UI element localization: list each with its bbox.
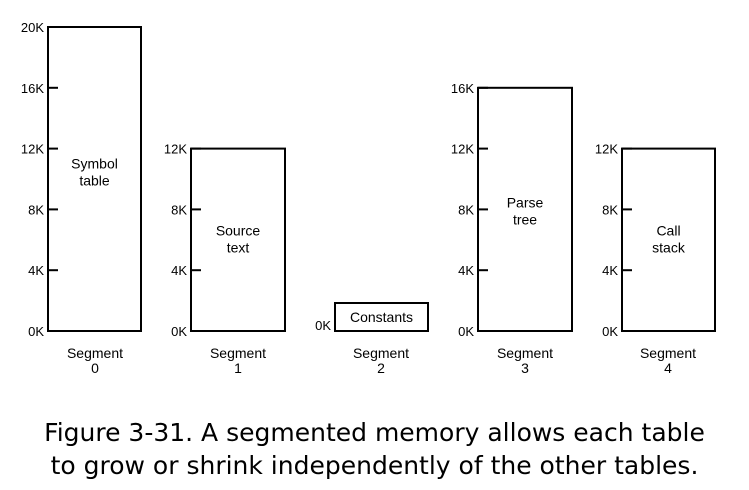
tick-label: 12K	[595, 142, 618, 157]
segment-content-label: table	[79, 173, 110, 189]
segment-name-label: 4	[664, 360, 672, 376]
segment-content-label: Call	[656, 223, 680, 239]
segment-name-label: Segment	[497, 345, 553, 361]
segment-content-label: Source	[216, 223, 261, 239]
segment-content-label: tree	[513, 212, 537, 228]
segment-name-label: 1	[234, 360, 242, 376]
tick-label: 12K	[451, 142, 474, 157]
tick-label: 0K	[602, 324, 618, 339]
tick-label: 12K	[21, 142, 44, 157]
segment-box-4	[621, 147, 716, 332]
segment-content-label: Parse	[507, 195, 544, 211]
tick-label: 16K	[451, 81, 474, 96]
segment-name-label: Segment	[210, 345, 266, 361]
tick-label: 4K	[28, 263, 44, 278]
tick-label: 8K	[602, 202, 618, 217]
segment-content-label: Constants	[350, 309, 413, 325]
segment-name-label: 0	[91, 360, 99, 376]
tick-label: 0K	[171, 324, 187, 339]
segment-content-label: text	[227, 240, 250, 256]
tick-label: 4K	[458, 263, 474, 278]
caption-line-2: to grow or shrink independently of the o…	[50, 451, 699, 480]
tick-label: 8K	[458, 202, 474, 217]
segment-diagram: 0K4K8K12K16K20KSymboltableSegment00K4K8K…	[21, 20, 716, 376]
segment-box-2	[334, 302, 429, 332]
tick-label: 12K	[164, 142, 187, 157]
segment-content-label: Symbol	[71, 156, 118, 172]
figure-caption: Figure 3-31. A segmented memory allows e…	[0, 416, 749, 482]
tick-label: 0K	[28, 324, 44, 339]
tick-label: 4K	[602, 263, 618, 278]
segment-name-label: 3	[521, 360, 529, 376]
tick-label: 0K	[458, 324, 474, 339]
segment-name-label: Segment	[353, 345, 409, 361]
tick-label: 0K	[315, 318, 331, 333]
segment-name-label: Segment	[640, 345, 696, 361]
caption-line-1: Figure 3-31. A segmented memory allows e…	[44, 418, 705, 447]
segment-name-label: 2	[377, 360, 385, 376]
segment-name-label: Segment	[67, 345, 123, 361]
segment-content-label: stack	[652, 240, 686, 256]
tick-label: 20K	[21, 20, 44, 35]
segment-box-0	[47, 26, 142, 332]
tick-label: 8K	[171, 202, 187, 217]
tick-label: 4K	[171, 263, 187, 278]
segment-box-1	[190, 147, 286, 332]
tick-label: 8K	[28, 202, 44, 217]
tick-label: 16K	[21, 81, 44, 96]
